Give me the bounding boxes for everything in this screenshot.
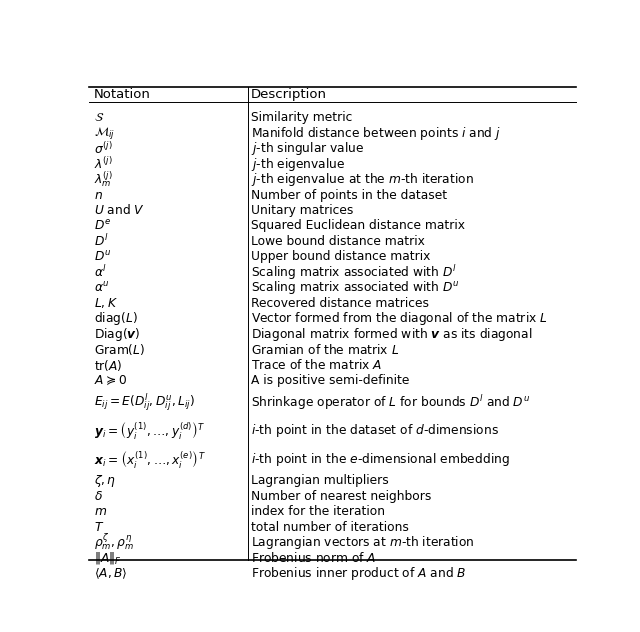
- Text: $m$: $m$: [94, 506, 107, 518]
- Text: Number of points in the dataset: Number of points in the dataset: [251, 188, 447, 202]
- Text: $D^e$: $D^e$: [94, 219, 111, 233]
- Text: Description: Description: [251, 88, 327, 101]
- Text: $E_{ij} = E(D^l_{ij}, D^u_{ij}, L_{ij})$: $E_{ij} = E(D^l_{ij}, D^u_{ij}, L_{ij})$: [94, 392, 195, 413]
- Text: $i$-th point in the $e$-dimensional embedding: $i$-th point in the $e$-dimensional embe…: [251, 451, 510, 468]
- Text: $\delta$: $\delta$: [94, 490, 103, 503]
- Text: $i$-th point in the dataset of $d$-dimensions: $i$-th point in the dataset of $d$-dimen…: [251, 422, 499, 439]
- Text: Vector formed from the diagonal of the matrix $L$: Vector formed from the diagonal of the m…: [251, 310, 548, 327]
- Text: Scaling matrix associated with $D^l$: Scaling matrix associated with $D^l$: [251, 263, 457, 282]
- Text: $\sigma^{(j)}$: $\sigma^{(j)}$: [94, 141, 113, 157]
- Text: Scaling matrix associated with $D^u$: Scaling matrix associated with $D^u$: [251, 279, 460, 296]
- Text: Trace of the matrix $A$: Trace of the matrix $A$: [251, 358, 382, 372]
- Text: Recovered distance matrices: Recovered distance matrices: [251, 297, 429, 310]
- Text: $\mathcal{S}$: $\mathcal{S}$: [94, 111, 104, 124]
- Text: $\alpha^u$: $\alpha^u$: [94, 281, 109, 295]
- Text: Lowe bound distance matrix: Lowe bound distance matrix: [251, 235, 425, 248]
- Text: $j$-th singular value: $j$-th singular value: [251, 140, 365, 157]
- Text: Shrinkage operator of $L$ for bounds $D^l$ and $D^u$: Shrinkage operator of $L$ for bounds $D^…: [251, 393, 531, 412]
- Text: Similarity metric: Similarity metric: [251, 111, 353, 124]
- Text: A is positive semi-definite: A is positive semi-definite: [251, 374, 410, 387]
- Text: Notation: Notation: [94, 88, 151, 101]
- Text: index for the iteration: index for the iteration: [251, 506, 385, 518]
- Text: $\lambda_m^{(j)}$: $\lambda_m^{(j)}$: [94, 170, 113, 190]
- Text: $\zeta, \eta$: $\zeta, \eta$: [94, 473, 116, 489]
- Text: $D^u$: $D^u$: [94, 250, 111, 264]
- Text: $j$-th eigenvalue: $j$-th eigenvalue: [251, 155, 346, 173]
- Text: $\boldsymbol{x}_i = \left(x_i^{(1)}, \ldots, x_i^{(e)}\right)^T$: $\boldsymbol{x}_i = \left(x_i^{(1)}, \ld…: [94, 449, 205, 470]
- Text: Unitary matrices: Unitary matrices: [251, 204, 353, 217]
- Text: $\mathrm{Gram}(L)$: $\mathrm{Gram}(L)$: [94, 343, 145, 357]
- Text: $T$: $T$: [94, 521, 104, 534]
- Text: Squared Euclidean distance matrix: Squared Euclidean distance matrix: [251, 219, 465, 233]
- Text: $\mathrm{tr}(A)$: $\mathrm{tr}(A)$: [94, 358, 122, 373]
- Text: $L, K$: $L, K$: [94, 296, 118, 310]
- Text: $A \succeq 0$: $A \succeq 0$: [94, 374, 127, 387]
- Text: $\rho_m^{\zeta}, \rho_m^{\eta}$: $\rho_m^{\zeta}, \rho_m^{\eta}$: [94, 533, 134, 553]
- Text: Lagrangian vectors at $m$-th iteration: Lagrangian vectors at $m$-th iteration: [251, 534, 475, 551]
- Text: $\mathcal{M}_{ij}$: $\mathcal{M}_{ij}$: [94, 125, 115, 141]
- Text: $U$ and $V$: $U$ and $V$: [94, 204, 145, 217]
- Text: Diagonal matrix formed with $\boldsymbol{v}$ as its diagonal: Diagonal matrix formed with $\boldsymbol…: [251, 325, 532, 343]
- Text: $D^l$: $D^l$: [94, 233, 109, 250]
- Text: $\|A\|_F$: $\|A\|_F$: [94, 550, 122, 566]
- Text: $\boldsymbol{y}_i = \left(y_i^{(1)}, \ldots, y_i^{(d)}\right)^T$: $\boldsymbol{y}_i = \left(y_i^{(1)}, \ld…: [94, 420, 205, 441]
- Text: Gramian of the matrix $L$: Gramian of the matrix $L$: [251, 343, 399, 357]
- Text: $\alpha^l$: $\alpha^l$: [94, 264, 107, 281]
- Text: $\langle A, B\rangle$: $\langle A, B\rangle$: [94, 566, 127, 581]
- Text: $n$: $n$: [94, 188, 103, 202]
- Text: Frobenius norm of $A$: Frobenius norm of $A$: [251, 551, 376, 565]
- Text: total number of iterations: total number of iterations: [251, 521, 409, 534]
- Text: Upper bound distance matrix: Upper bound distance matrix: [251, 250, 431, 264]
- Text: Lagrangian multipliers: Lagrangian multipliers: [251, 475, 389, 487]
- Text: $j$-th eigenvalue at the $m$-th iteration: $j$-th eigenvalue at the $m$-th iteratio…: [251, 171, 474, 188]
- Text: $\mathrm{Diag}(\boldsymbol{v})$: $\mathrm{Diag}(\boldsymbol{v})$: [94, 325, 140, 343]
- Text: Manifold distance between points $i$ and $j$: Manifold distance between points $i$ and…: [251, 125, 501, 142]
- Text: $\mathrm{diag}(L)$: $\mathrm{diag}(L)$: [94, 310, 138, 327]
- Text: Frobenius inner product of $A$ and $B$: Frobenius inner product of $A$ and $B$: [251, 565, 467, 582]
- Text: Number of nearest neighbors: Number of nearest neighbors: [251, 490, 431, 503]
- Text: $\lambda^{(j)}$: $\lambda^{(j)}$: [94, 156, 113, 172]
